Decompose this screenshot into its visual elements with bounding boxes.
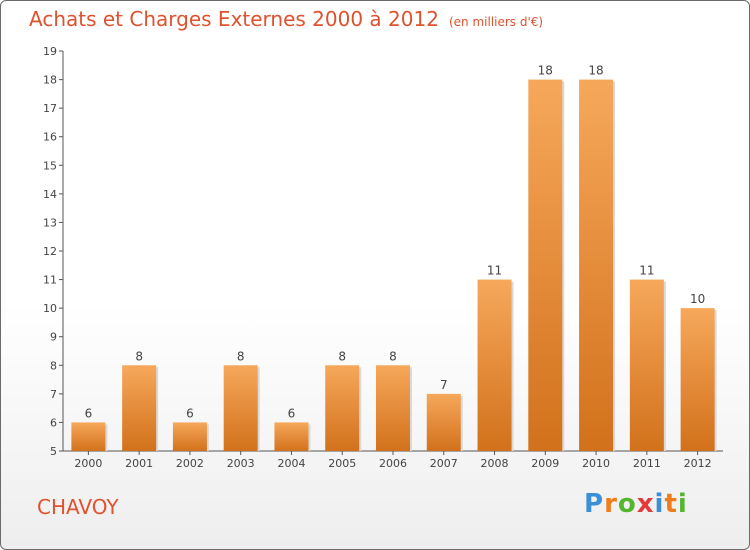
y-tick-label: 11 [43,274,57,287]
bar-2011 [629,279,664,451]
x-tick-label: 2004 [277,457,305,470]
data-label: 11 [487,264,502,278]
data-label: 11 [639,264,654,278]
x-tick-label: 2000 [74,457,102,470]
data-label: 6 [186,406,194,420]
bar-2009 [528,79,563,452]
data-label: 8 [338,349,346,363]
y-tick-label: 7 [50,388,57,401]
bar-2004 [274,422,309,451]
y-tick-label: 6 [50,416,57,429]
data-label: 8 [389,349,397,363]
y-tick-label: 17 [43,102,57,115]
bar-2000 [71,422,106,451]
x-tick-label: 2012 [684,457,712,470]
commune-name: CHAVOY [37,495,119,519]
chart-title: Achats et Charges Externes 2000 à 2012 (e… [29,7,543,31]
data-label: 18 [588,64,603,78]
y-tick-label: 13 [43,216,57,229]
data-label: 6 [288,406,296,420]
data-label: 18 [538,64,553,78]
x-tick-label: 2002 [176,457,204,470]
x-tick-label: 2010 [582,457,610,470]
proxiti-logo[interactable]: Proxiti [584,489,688,519]
bar-2012 [680,308,715,451]
bar-2005 [325,365,360,451]
y-tick-label: 5 [50,445,57,458]
x-tick-label: 2006 [379,457,407,470]
bar-2006 [376,365,410,451]
y-tick-label: 8 [50,359,57,372]
data-label: 8 [135,349,143,363]
chart-bars [71,79,717,452]
bar-2001 [122,365,157,451]
bar-2008 [477,279,512,451]
bar-2007 [426,393,461,451]
data-label: 10 [690,292,705,306]
x-tick-label: 2001 [125,457,153,470]
data-label: 8 [237,349,245,363]
x-tick-label: 2007 [430,457,458,470]
y-tick-label: 12 [43,245,57,258]
data-label: 6 [85,406,93,420]
y-tick-label: 10 [43,302,57,315]
bar-2010 [579,79,614,452]
x-tick-label: 2011 [633,457,661,470]
bar-2002 [172,422,207,451]
chart-labels: 2000 6 2001 8 2002 6 2003 8 2004 6 2005 8 2006 8 2007 7… [74,64,711,470]
chart-subtitle: (en milliers d'€) [448,15,544,29]
data-label: 7 [440,378,448,392]
y-tick-label: 19 [43,45,57,58]
y-tick-label: 18 [43,74,57,87]
x-tick-label: 2009 [531,457,559,470]
x-tick-label: 2003 [227,457,255,470]
chart-title-text: Achats et Charges Externes 2000 à 2012 [29,7,439,31]
bar-2003 [223,365,258,451]
y-tick-label: 14 [43,188,57,201]
x-tick-label: 2005 [328,457,356,470]
x-tick-label: 2008 [481,457,509,470]
y-tick-label: 16 [43,131,57,144]
y-tick-label: 9 [50,331,57,344]
y-tick-label: 15 [43,159,57,172]
